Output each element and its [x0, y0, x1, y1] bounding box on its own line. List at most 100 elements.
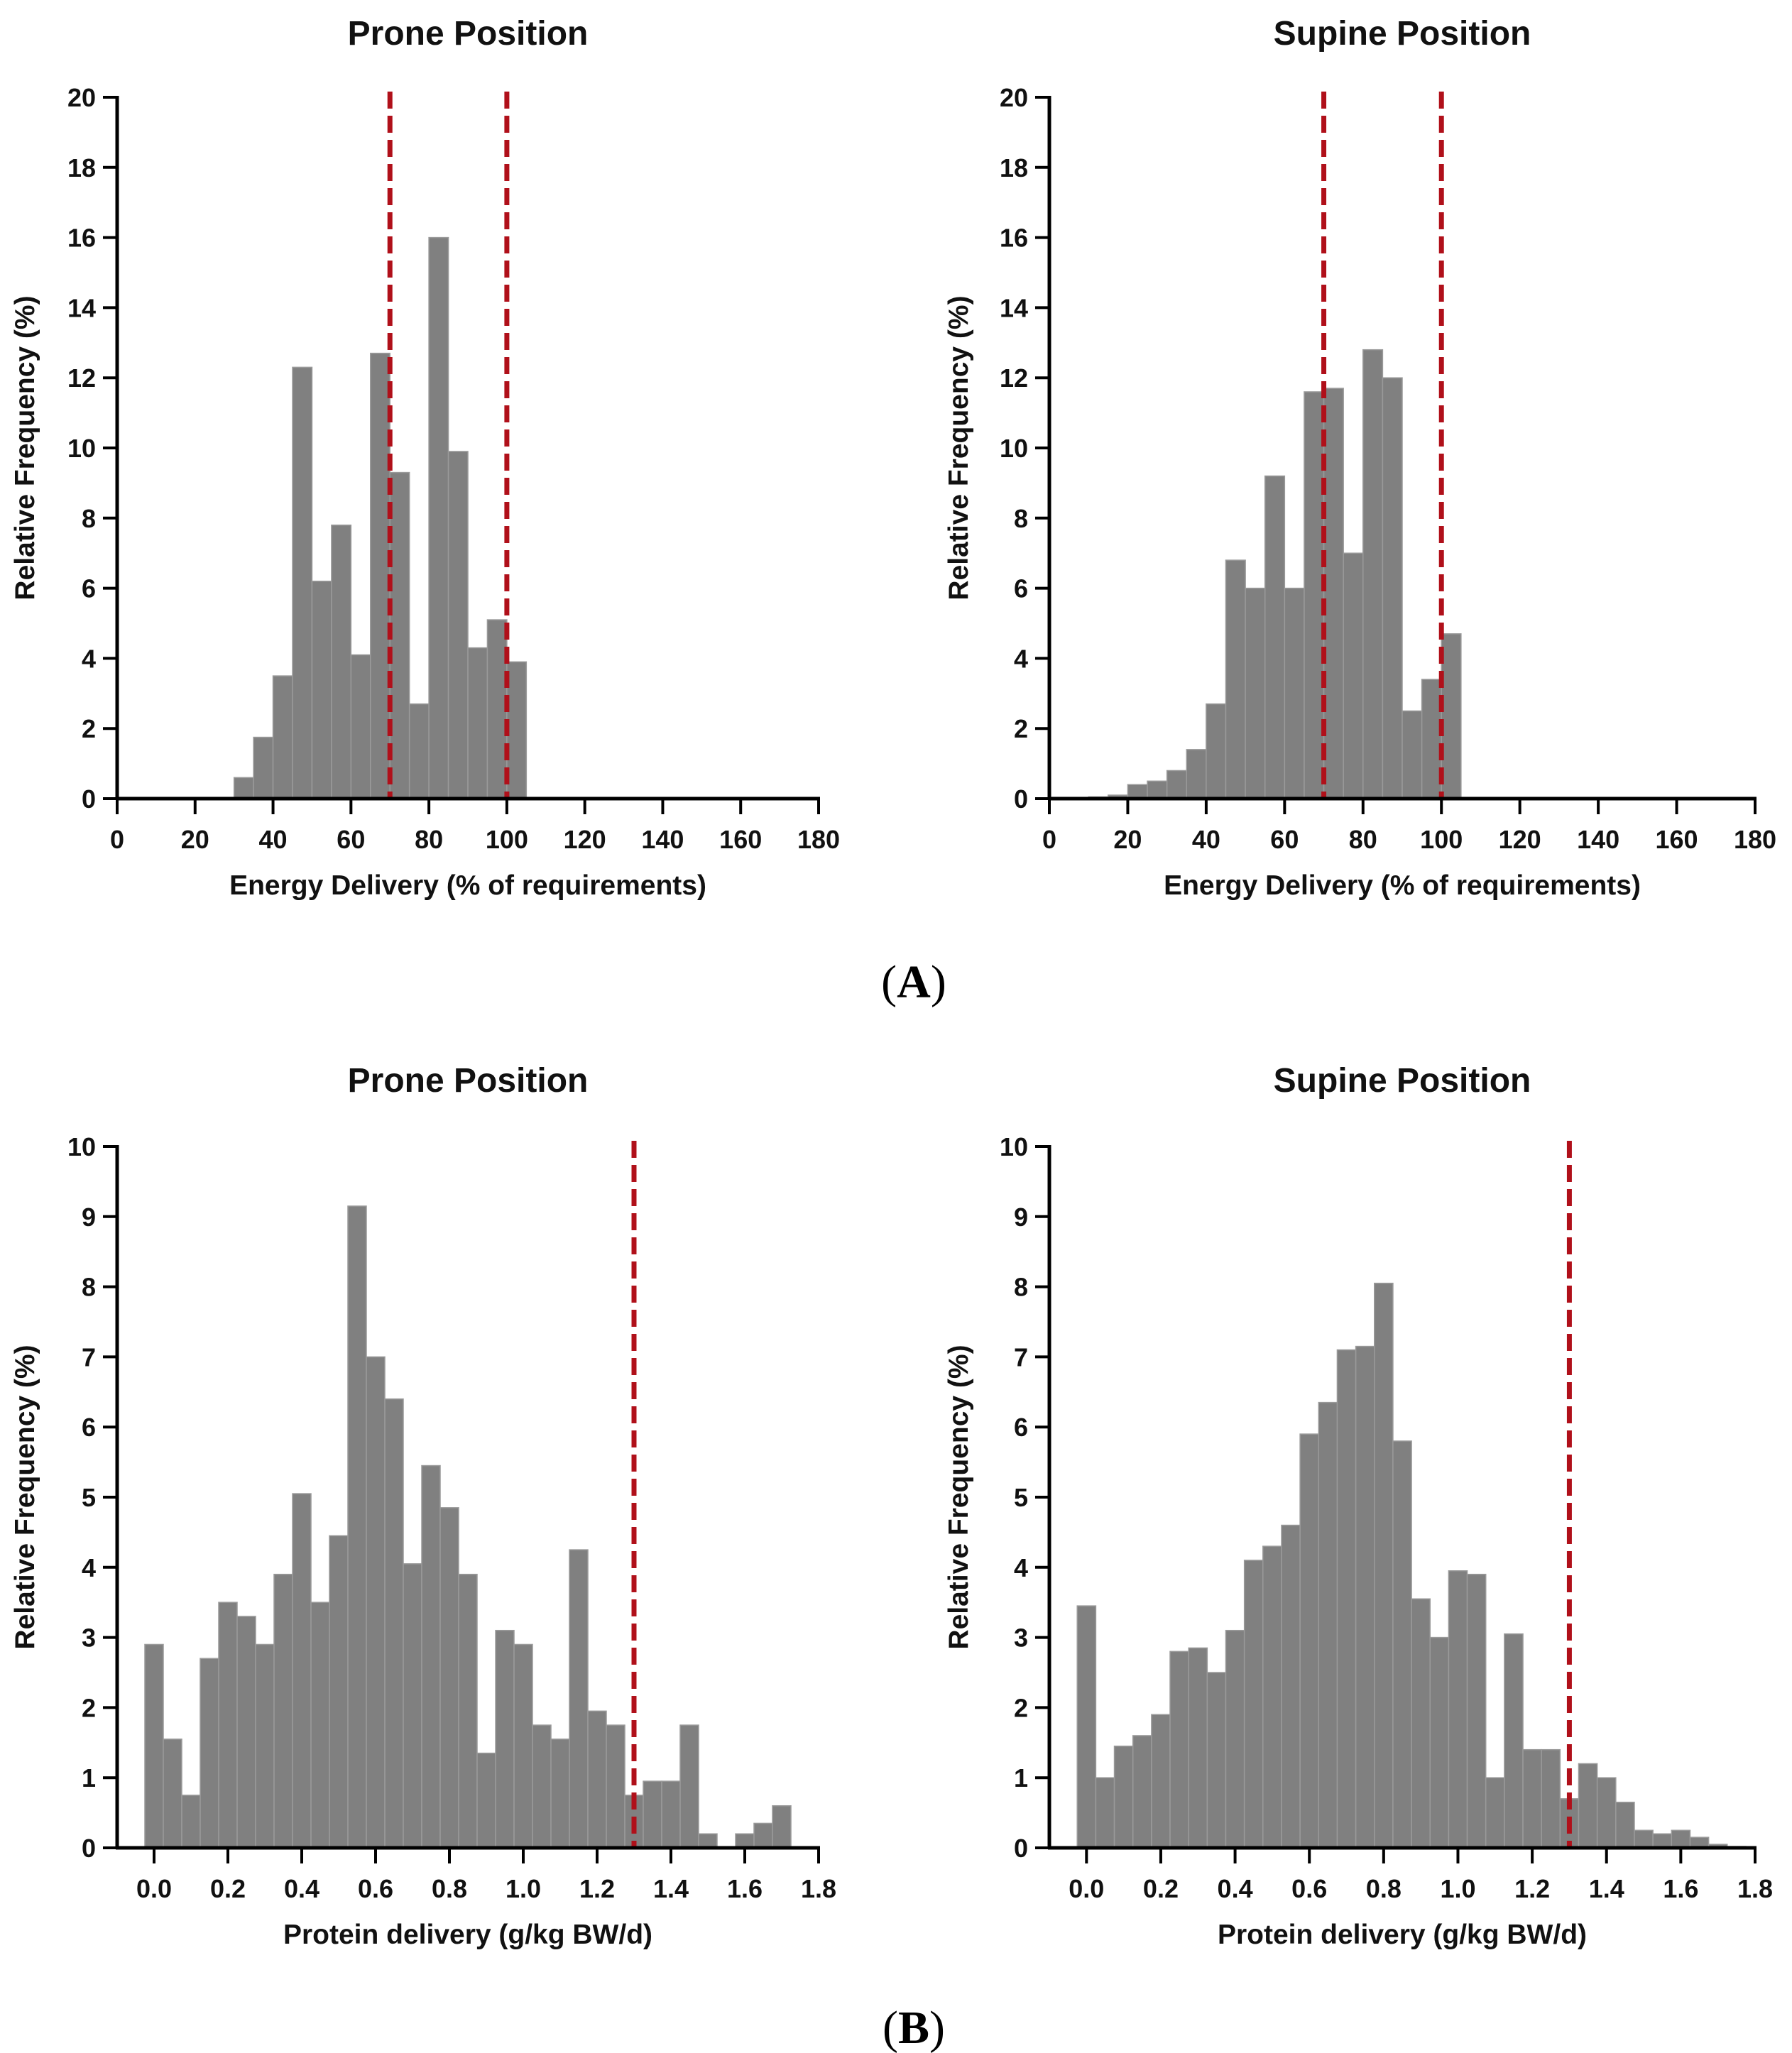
histogram-bar	[1615, 1802, 1635, 1849]
x-tick-label: 180	[797, 825, 840, 854]
y-axis-label: Relative Frequency (%)	[944, 1345, 974, 1649]
histogram-bar	[1355, 1345, 1375, 1849]
histogram-bar	[1448, 1570, 1468, 1849]
x-tick-label: 1.8	[1737, 1874, 1773, 1903]
chart-protein-prone: 0 1 2 3 4 5 6 7 8 9 10 0.0 0.2 0.4 0.6 0.8 1.0 1.2 1.4 1.6 1…	[10, 1062, 836, 1950]
chart-title: Prone Position	[348, 1062, 589, 1100]
histogram-bar	[1392, 1440, 1412, 1849]
histogram-bar	[1166, 770, 1188, 799]
x-tick-label: 20	[1113, 825, 1142, 854]
x-tick-label: 100	[1420, 825, 1463, 854]
histogram-bar	[1264, 475, 1286, 799]
y-tick-label: 6	[1014, 1413, 1028, 1442]
histogram-bar	[1466, 1573, 1487, 1849]
y-tick-label: 9	[1014, 1203, 1028, 1232]
y-tick-label: 12	[67, 363, 96, 393]
histogram-bar	[1186, 749, 1207, 799]
x-tick-label: 0.0	[136, 1874, 172, 1903]
y-tick-label: 8	[1014, 504, 1028, 533]
x-tick-label: 40	[259, 825, 288, 854]
histogram-bar	[163, 1739, 182, 1849]
histogram-bar	[1411, 1598, 1431, 1849]
y-tick-label: 7	[82, 1342, 96, 1372]
y-tick-label: 1	[82, 1763, 96, 1792]
chart-protein-supine: 0 1 2 3 4 5 6 7 8 9 10 0.0 0.2 0.4 0.6 0.8 1.0 1.2 1.4 1.6 1…	[944, 1062, 1773, 1950]
y-tick-label: 10	[67, 434, 96, 463]
histogram-bar	[698, 1833, 718, 1849]
y-tick-label: 8	[82, 504, 96, 533]
x-tick-label: 0.2	[210, 1874, 246, 1903]
y-tick-label: 5	[82, 1483, 96, 1512]
histogram-bar	[1318, 1401, 1338, 1849]
histogram-bar	[310, 1602, 330, 1849]
y-tick-label: 1	[1014, 1763, 1028, 1792]
panel-label-a: (A)	[881, 956, 946, 1008]
x-tick-label: 0.6	[1291, 1874, 1327, 1903]
y-tick-label: 8	[82, 1273, 96, 1302]
histogram-bar	[350, 654, 371, 799]
y-tick-label: 2	[1014, 714, 1028, 743]
x-tick-label: 0.2	[1143, 1874, 1179, 1903]
y-tick-label: 18	[1000, 153, 1028, 182]
x-axis-label: Energy Delivery (% of requirements)	[1164, 870, 1641, 901]
x-tick-label: 1.6	[1663, 1874, 1698, 1903]
histogram-bar	[1541, 1748, 1561, 1849]
x-tick-label: 1.2	[1514, 1874, 1550, 1903]
histogram-bar	[1304, 391, 1325, 799]
histogram-bar	[1421, 679, 1442, 799]
histogram-bar	[273, 1573, 293, 1849]
x-tick-label: 1.4	[1589, 1874, 1624, 1903]
x-tick-label: 60	[1270, 825, 1299, 854]
histogram-bar	[292, 366, 313, 799]
x-tick-label: 100	[486, 825, 528, 854]
histogram-bar	[144, 1643, 164, 1849]
histogram-bar	[1225, 559, 1246, 799]
histogram-bar	[1634, 1829, 1654, 1849]
panel-label-b: (B)	[883, 2002, 945, 2053]
histogram-bar	[236, 1616, 256, 1849]
histogram-bar	[439, 1507, 459, 1849]
histogram-bar	[1362, 349, 1384, 799]
x-tick-label: 40	[1192, 825, 1220, 854]
chart-title: Prone Position	[348, 15, 589, 53]
chart-energy-supine: 0 2 4 6 8 10 12 14 16 18 20 0 20 40 60 80 100 120 140 160 18…	[944, 15, 1776, 901]
x-tick-label: 120	[564, 825, 606, 854]
histogram-bar	[569, 1549, 589, 1849]
histogram-bar	[1578, 1763, 1598, 1849]
histogram-bar	[408, 703, 430, 799]
histogram-bar	[550, 1739, 570, 1849]
histogram-bar	[329, 1535, 349, 1849]
histogram-bar	[428, 236, 449, 799]
histogram-bar	[384, 1398, 404, 1849]
histogram-bar	[753, 1822, 773, 1849]
histogram-bar	[1147, 780, 1168, 799]
histogram-bar	[1281, 1524, 1301, 1849]
x-tick-label: 80	[1349, 825, 1377, 854]
y-tick-label: 0	[1014, 784, 1028, 814]
histogram-bar	[218, 1602, 238, 1849]
histogram-bar	[403, 1563, 422, 1849]
x-tick-label: 0	[1042, 825, 1056, 854]
x-tick-label: 0.8	[1366, 1874, 1402, 1903]
x-tick-label: 0.4	[284, 1874, 319, 1903]
histogram-bar	[513, 1643, 533, 1849]
x-tick-label: 1.4	[653, 1874, 689, 1903]
y-axis-label: Relative Frequency (%)	[944, 295, 974, 600]
histogram-bar	[1652, 1833, 1673, 1849]
histogram-bar	[421, 1465, 441, 1849]
y-tick-label: 20	[1000, 83, 1028, 112]
y-tick-label: 6	[82, 574, 96, 603]
histogram-bar	[1485, 1777, 1505, 1849]
histogram-bar	[1206, 1672, 1227, 1849]
x-tick-label: 0.0	[1069, 1874, 1104, 1903]
histogram-bar	[1188, 1647, 1208, 1849]
histogram-bar	[370, 352, 390, 799]
histogram-bar	[1336, 1349, 1357, 1849]
x-axis-label: Energy Delivery (% of requirements)	[229, 870, 706, 901]
histogram-bar	[1151, 1714, 1171, 1849]
y-tick-label: 2	[82, 714, 96, 743]
x-tick-label: 1.8	[801, 1874, 836, 1903]
x-tick-label: 120	[1499, 825, 1541, 854]
y-tick-label: 3	[82, 1624, 96, 1653]
